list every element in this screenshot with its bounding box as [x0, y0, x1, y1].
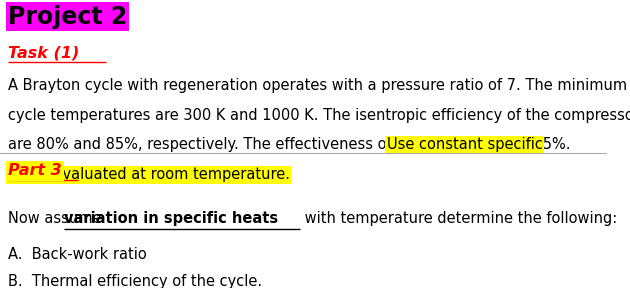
- Text: Project 2: Project 2: [8, 5, 127, 29]
- Text: Task (1): Task (1): [8, 46, 79, 61]
- Text: Use constant specific: Use constant specific: [387, 137, 542, 152]
- Text: are 80% and 85%, respectively. The effectiveness of the regenerator is 75%.: are 80% and 85%, respectively. The effec…: [8, 137, 575, 152]
- Text: B.  Thermal efficiency of the cycle.: B. Thermal efficiency of the cycle.: [8, 274, 262, 288]
- Text: variation in specific heats: variation in specific heats: [64, 211, 278, 226]
- Text: Now assume: Now assume: [8, 211, 106, 226]
- Text: heats evaluated at room temperature.: heats evaluated at room temperature.: [8, 167, 290, 182]
- Text: A.  Back-work ratio: A. Back-work ratio: [8, 247, 147, 262]
- Text: Part 3: Part 3: [8, 164, 62, 179]
- Text: A Brayton cycle with regeneration operates with a pressure ratio of 7. The minim: A Brayton cycle with regeneration operat…: [8, 78, 630, 93]
- Text: with temperature determine the following:: with temperature determine the following…: [300, 211, 617, 226]
- Text: cycle temperatures are 300 K and 1000 K. The isentropic efficiency of the compre: cycle temperatures are 300 K and 1000 K.…: [8, 108, 630, 123]
